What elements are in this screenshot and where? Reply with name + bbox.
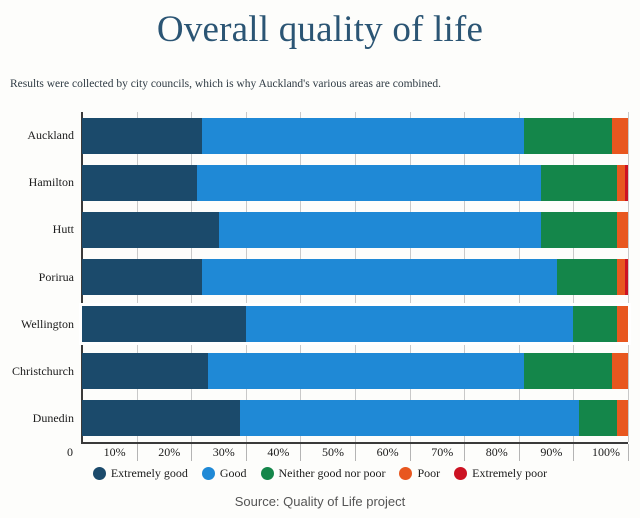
x-tick-label: 40% xyxy=(267,445,290,459)
bar-segment xyxy=(578,400,618,437)
bar-segment xyxy=(540,211,618,248)
bar-rows: Auckland Hamilton Hutt Porirua Wellington Chr… xyxy=(0,112,640,442)
bar-row: Hamilton xyxy=(0,164,640,201)
legend-item[interactable]: Poor xyxy=(399,466,440,481)
bar-row: Porirua xyxy=(0,259,640,295)
bar-segment xyxy=(202,117,525,154)
x-tick-label: 100% xyxy=(592,445,620,459)
bar-segment xyxy=(617,400,628,437)
legend-swatch-icon xyxy=(399,467,413,480)
bar-segment xyxy=(82,259,203,295)
bar-row: Christchurch xyxy=(0,353,640,390)
category-label: Hutt xyxy=(52,222,74,237)
bar-segment xyxy=(240,400,579,437)
legend-swatch-icon xyxy=(201,467,215,480)
chart-title: Overall quality of life xyxy=(156,9,484,50)
stacked-bar xyxy=(82,259,628,295)
x-axis-line xyxy=(81,442,628,444)
stacked-bar xyxy=(82,353,628,390)
category-label: Hamilton xyxy=(28,175,74,190)
stacked-bar xyxy=(82,400,628,437)
bar-segment xyxy=(82,211,219,248)
category-label: Wellington xyxy=(20,316,74,331)
bar-row: Hutt xyxy=(0,211,640,248)
stacked-bar xyxy=(82,164,628,201)
bar-row: Dunedin xyxy=(0,400,640,437)
x-tick-mark xyxy=(573,444,575,461)
legend-label: Neither good nor poor xyxy=(278,466,386,480)
x-tick-label: 80% xyxy=(485,445,508,459)
stacked-bar xyxy=(79,303,631,346)
x-tick-mark xyxy=(464,444,466,461)
bar-segment xyxy=(625,164,628,201)
x-tick-mark xyxy=(355,444,356,461)
x-tick-mark xyxy=(136,444,138,461)
legend-item[interactable]: Extremely poor xyxy=(454,466,547,481)
bar-segment xyxy=(625,259,628,295)
bar-segment xyxy=(82,164,197,201)
bar-segment xyxy=(82,353,208,390)
legend-swatch-icon xyxy=(92,467,106,480)
legend-item[interactable]: Neither good nor poor xyxy=(260,466,386,481)
bar-segment xyxy=(611,117,628,154)
chart-legend: Extremely good Good Neither good nor poor P… xyxy=(0,466,640,481)
bar-segment xyxy=(245,306,574,343)
x-tick-label: 0 xyxy=(67,445,73,459)
source-note: Source: Quality of Life project xyxy=(234,494,406,509)
x-tick-label: 20% xyxy=(158,445,181,459)
bar-segment xyxy=(611,353,628,390)
bar-segment xyxy=(617,211,628,248)
bar-segment xyxy=(540,164,618,201)
bar-segment xyxy=(557,259,618,295)
stacked-bar xyxy=(82,117,628,154)
chart-subtitle: Results were collected by city councils,… xyxy=(10,78,441,90)
bar-row: Auckland xyxy=(0,117,640,154)
x-tick-mark xyxy=(628,444,629,461)
gridline xyxy=(628,112,629,442)
x-tick-mark xyxy=(518,444,520,461)
bar-segment xyxy=(524,353,612,390)
bar-segment xyxy=(196,164,541,201)
category-label: Dunedin xyxy=(32,410,74,425)
x-tick-label: 60% xyxy=(376,445,399,459)
legend-label: Good xyxy=(219,466,247,480)
legend-item[interactable]: Good xyxy=(201,466,247,481)
x-tick-mark xyxy=(300,444,302,461)
x-tick-label: 10% xyxy=(103,445,126,459)
legend-label: Poor xyxy=(417,466,441,480)
bar-segment xyxy=(617,306,628,343)
bar-segment xyxy=(82,117,203,154)
plot-area: Auckland Hamilton Hutt Porirua Wellington Chr… xyxy=(0,112,640,442)
x-axis-ticks: 0 10% 20% 30% 40% 50% 60% 70% 80% 90% 100% xyxy=(0,444,640,464)
legend-label: Extremely good xyxy=(110,466,188,480)
stacked-bar xyxy=(82,211,628,248)
bar-segment xyxy=(82,306,246,343)
x-tick-mark xyxy=(245,444,247,461)
bar-segment xyxy=(524,117,612,154)
bar-segment xyxy=(617,164,626,201)
legend-label: Extremely poor xyxy=(472,466,548,480)
x-tick-label: 90% xyxy=(540,445,563,459)
category-label: Auckland xyxy=(27,128,74,143)
x-tick-label: 50% xyxy=(322,445,344,459)
bar-segment xyxy=(573,306,618,343)
bar-segment xyxy=(617,259,626,295)
bar-segment xyxy=(202,259,557,295)
legend-swatch-icon xyxy=(454,467,468,480)
x-tick-mark xyxy=(191,444,193,461)
x-tick-label: 30% xyxy=(212,445,235,459)
x-tick-mark xyxy=(409,444,411,461)
x-tick-label: 70% xyxy=(431,445,454,459)
bar-segment xyxy=(207,353,525,390)
bar-row: Wellington xyxy=(0,303,640,346)
category-label: Porirua xyxy=(38,269,74,284)
bar-segment xyxy=(218,211,541,248)
category-label: Christchurch xyxy=(12,363,74,378)
legend-item[interactable]: Extremely good xyxy=(92,466,188,481)
bar-segment xyxy=(82,400,241,437)
legend-swatch-icon xyxy=(260,467,274,480)
